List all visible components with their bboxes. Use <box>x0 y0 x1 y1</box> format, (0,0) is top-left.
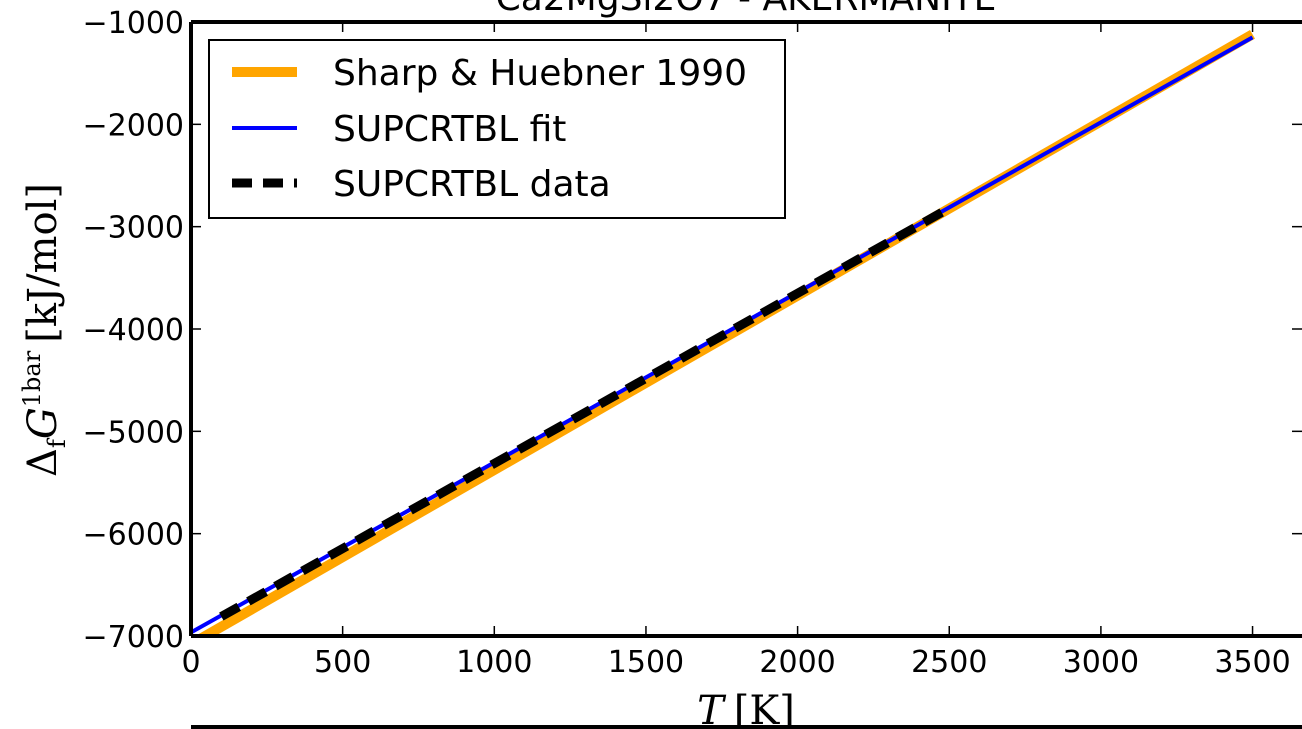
legend-box <box>208 39 786 219</box>
x-axis-var: T <box>697 688 727 729</box>
x-tick-label: 2000 <box>759 645 835 680</box>
series-line-supcrtbl-data <box>219 204 952 621</box>
svg-text:ΔfG1bar[kJ/mol]: ΔfG1bar [kJ/mol] <box>18 183 71 477</box>
y-tick-label: −4000 <box>83 313 184 348</box>
x-axis-unit: [K] <box>734 688 795 729</box>
y-tick-label: −5000 <box>83 415 184 450</box>
legend-label-sharp-huebner: Sharp & Huebner 1990 <box>333 53 747 94</box>
y-axis-sup: 1bar <box>18 350 46 407</box>
y-tick-label: −1000 <box>83 6 184 41</box>
y-tick-label: −6000 <box>83 518 184 553</box>
series-layer <box>191 29 1255 636</box>
y-axis-delta: Δ <box>20 448 66 477</box>
y-axis-sub: f <box>43 437 71 448</box>
x-tick-label: 0 <box>181 645 200 680</box>
x-tick-label: 2500 <box>911 645 987 680</box>
y-axis-label: ΔfG1bar [kJ/mol] <box>18 183 71 477</box>
x-tick-label: 3500 <box>1214 645 1290 680</box>
y-axis-ticks: −1000 −2000 −3000 −4000 −5000 −6000 −7000 <box>83 6 1302 655</box>
y-axis-unit: [kJ/mol] <box>20 183 66 343</box>
x-axis-label: T [K] <box>697 688 795 729</box>
legend-label-supcrtbl-data: SUPCRTBL data <box>333 164 611 205</box>
y-tick-label: −7000 <box>83 620 184 655</box>
x-tick-label: 500 <box>314 645 371 680</box>
y-tick-label: −2000 <box>83 108 184 143</box>
legend: Sharp & Huebner 1990 SUPCRTBL fit SUPCRT… <box>208 39 786 219</box>
x-axis-ticks: 0 500 1000 1500 2000 2500 3000 3500 <box>181 22 1291 680</box>
x-tick-label: 3000 <box>1063 645 1139 680</box>
y-axis-var: G <box>20 407 66 439</box>
x-tick-label: 1500 <box>608 645 684 680</box>
legend-label-supcrtbl-fit: SUPCRTBL fit <box>333 109 566 150</box>
x-tick-label: 1000 <box>456 645 532 680</box>
y-tick-label: −3000 <box>83 211 184 246</box>
chart-title: Ca2MgSi2O7 - AKERMANITE <box>496 0 997 19</box>
